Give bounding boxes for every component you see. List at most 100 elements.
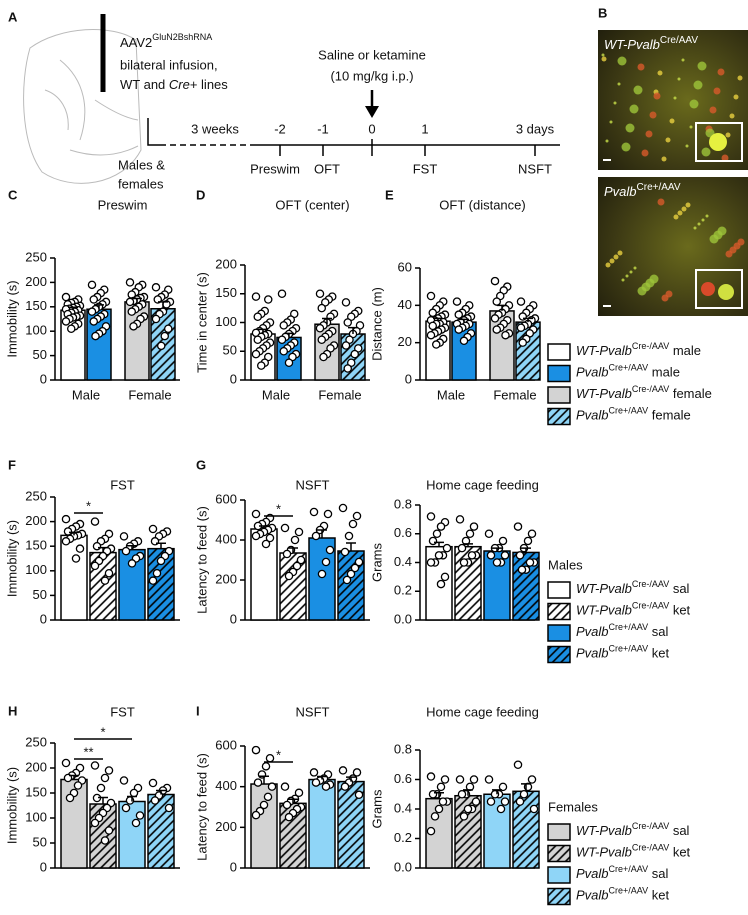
cell <box>709 133 727 151</box>
micrograph-label: PvalbCre+/AAV <box>604 182 681 200</box>
data-point <box>354 557 364 567</box>
cell <box>613 254 619 260</box>
legend-swatch <box>547 844 571 863</box>
data-point <box>500 797 510 806</box>
data-point <box>71 554 81 563</box>
data-point <box>523 536 533 546</box>
data-point <box>343 318 352 327</box>
data-point <box>251 292 261 301</box>
data-point <box>490 314 500 323</box>
y-tick-label: 0 <box>405 371 412 386</box>
data-point <box>484 775 494 784</box>
data-point <box>323 509 333 519</box>
data-point <box>131 818 141 828</box>
data-point <box>438 797 448 806</box>
cells <box>601 53 745 302</box>
legend-label: WT-PvalbCre-/AAV ket <box>576 601 691 618</box>
panel-label: C <box>8 187 18 202</box>
data-point <box>436 782 446 792</box>
x-tick-label: Female <box>128 387 171 402</box>
data-point <box>352 768 362 777</box>
cell <box>677 77 681 81</box>
data-point <box>156 556 166 566</box>
cell <box>633 266 637 270</box>
timeline-ticks <box>279 139 536 156</box>
infusion-label: bilateral infusion, <box>120 57 218 72</box>
x-tick-label: Male <box>262 387 290 402</box>
data-point <box>87 280 97 290</box>
dose-label: (10 mg/kg i.p.) <box>330 68 413 83</box>
data-point <box>501 330 510 340</box>
day-label: 3 days <box>516 121 555 136</box>
data-point <box>341 298 351 307</box>
inset-frame <box>695 122 743 162</box>
cell <box>601 56 607 62</box>
cell <box>685 202 691 208</box>
legend-group: ket <box>669 845 690 860</box>
data-point <box>253 312 262 321</box>
legend-genotype: Pvalb <box>576 408 609 423</box>
data-point <box>459 558 469 567</box>
data-point <box>515 551 525 560</box>
y-axis-label: Time in center (s) <box>194 272 209 373</box>
test-label: FST <box>413 161 438 176</box>
data-point <box>125 297 135 307</box>
cell <box>645 130 653 138</box>
data-point <box>459 812 469 821</box>
data-point <box>90 761 100 770</box>
data-point <box>486 797 496 806</box>
data-point <box>290 535 300 545</box>
data-point <box>426 512 436 521</box>
cell <box>689 125 693 129</box>
data-point <box>463 804 473 814</box>
data-point <box>428 536 438 546</box>
y-tick-label: 200 <box>25 513 47 528</box>
legend-genotype: WT-Pvalb <box>576 343 632 358</box>
chart-title: Home cage feeding <box>426 704 539 719</box>
legend-swatch <box>547 645 571 664</box>
data-point <box>428 790 438 799</box>
significance-label: * <box>86 498 91 513</box>
bar <box>118 548 146 621</box>
cell <box>693 80 703 90</box>
error-bar <box>69 531 79 536</box>
data-point <box>490 276 500 286</box>
data-point <box>104 569 114 578</box>
cell <box>617 56 627 66</box>
cell <box>701 147 711 157</box>
panel-label: E <box>385 187 394 202</box>
x-tick-label: Male <box>437 387 465 402</box>
data-point <box>498 536 508 546</box>
interval-label: 3 weeks <box>191 121 239 136</box>
data-point <box>265 753 275 763</box>
legend-genotype: Pvalb <box>576 365 609 380</box>
day-label: -2 <box>274 121 286 136</box>
test-label: OFT <box>314 161 340 176</box>
legend-group: ket <box>648 646 669 661</box>
data-point <box>431 340 441 349</box>
data-point <box>338 766 348 775</box>
data-point <box>340 547 350 557</box>
legend-genotype: Pvalb <box>576 624 609 639</box>
bar <box>337 780 365 869</box>
error-bar <box>348 326 358 334</box>
data-point <box>100 836 110 845</box>
cell <box>625 274 629 278</box>
legend-genotype: WT-Pvalb <box>576 603 632 618</box>
chart-title: OFT (center) <box>275 197 349 212</box>
data-point <box>426 558 436 567</box>
legend-superscript: Cre-/AAV <box>632 821 669 831</box>
data-point <box>65 793 75 803</box>
data-point <box>426 826 436 836</box>
legend-group: ket <box>669 603 690 618</box>
cell <box>693 226 697 230</box>
data-point <box>121 803 131 813</box>
error-bar <box>259 775 269 785</box>
error-bar <box>459 318 469 323</box>
y-tick-label: 250 <box>25 734 47 749</box>
legend-label: PvalbCre+/AAV ket <box>576 886 669 903</box>
data-point <box>284 571 294 581</box>
vector-superscript: GluN2BshRNA <box>152 32 212 42</box>
error-bar <box>492 789 502 795</box>
